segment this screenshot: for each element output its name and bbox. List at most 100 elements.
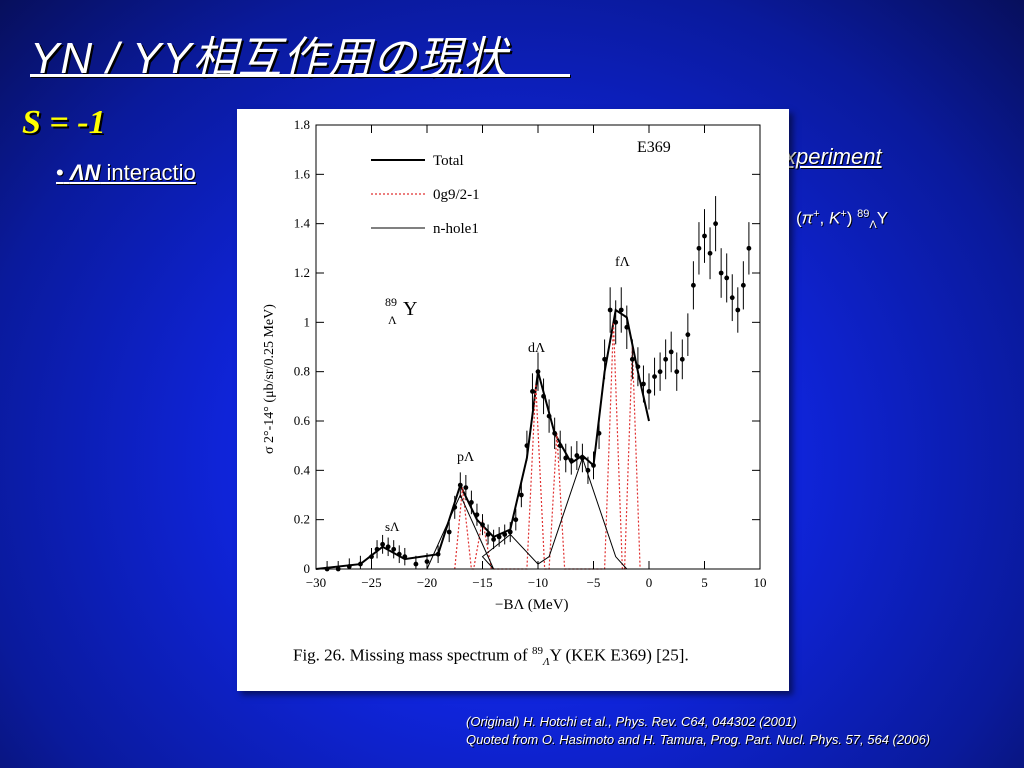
data-point — [707, 250, 713, 256]
data-point — [446, 529, 452, 535]
bullet-symbol: ΛN — [69, 160, 101, 185]
data-point — [396, 551, 402, 557]
x-tick-label: 5 — [701, 575, 708, 590]
data-point — [452, 504, 458, 510]
legend-label-total: Total — [433, 153, 464, 169]
data-point — [369, 554, 374, 560]
reaction-close: ) — [846, 208, 858, 228]
data-point — [546, 413, 552, 419]
plot-frame — [315, 124, 761, 570]
data-point — [641, 381, 646, 387]
nucleus-mass: 89 — [385, 295, 397, 309]
data-point — [518, 492, 524, 498]
data-point — [740, 282, 746, 288]
data-point — [646, 389, 652, 394]
peak-label-d: dΛ — [528, 341, 546, 356]
data-point — [585, 467, 591, 473]
reaction-label: (π+, K+) 89ΛY — [796, 208, 888, 231]
data-point — [591, 463, 596, 468]
x-tick-label: −10 — [528, 575, 548, 590]
data-point — [696, 245, 702, 251]
data-point — [685, 332, 691, 338]
legend-label-0g: 0g9/2-1 — [433, 187, 480, 203]
data-point — [691, 282, 696, 288]
references: (Original) H. Hotchi et al., Phys. Rev. … — [466, 713, 930, 749]
reaction-plus2: + — [840, 208, 847, 220]
data-point — [668, 349, 674, 355]
data-point — [374, 546, 380, 552]
x-tick-label: −15 — [472, 575, 492, 590]
data-point — [524, 443, 530, 449]
data-point — [607, 307, 613, 313]
y-tick-label: 0.6 — [294, 413, 311, 428]
data-point — [618, 307, 624, 313]
data-point — [729, 295, 735, 301]
data-point — [463, 485, 469, 490]
data-point — [657, 369, 663, 375]
reaction-lambda: Λ — [869, 219, 877, 232]
data-point — [502, 532, 508, 537]
y-tick-label: 1.2 — [294, 265, 310, 280]
data-point — [346, 564, 352, 569]
reference-quoted: Quoted from O. Hasimoto and H. Tamura, P… — [466, 732, 931, 747]
data-point — [469, 500, 474, 505]
data-point — [530, 389, 535, 394]
reaction-k: K — [828, 208, 841, 228]
y-tick-label: 1.8 — [294, 117, 310, 132]
legend: Total 0g9/2-1 n-hole1 — [371, 153, 480, 237]
nucleus-label: 89 Y Λ — [385, 295, 417, 327]
data-point — [574, 453, 580, 458]
legend-label-nhole: n-hole1 — [433, 221, 479, 237]
data-point — [413, 561, 419, 567]
y-tick-label: 1.6 — [294, 166, 311, 181]
data-point — [724, 275, 730, 281]
x-axis-label: −BΛ (MeV) — [495, 597, 569, 613]
x-tick-label: −25 — [361, 575, 381, 590]
data-point — [702, 233, 707, 239]
data-point — [613, 319, 619, 325]
figure-caption: Fig. 26. Missing mass spectrum of 89ΛY (… — [293, 645, 689, 668]
x-tick-label: −30 — [306, 575, 326, 590]
reaction-plus1: + — [813, 208, 820, 220]
data-point — [746, 245, 752, 251]
y-tick-label: 0.4 — [294, 462, 311, 477]
x-tick-label: −20 — [417, 575, 437, 590]
data-point — [624, 324, 630, 330]
data-point — [602, 356, 607, 362]
caption-mass: 89 — [531, 645, 543, 657]
data-point — [496, 534, 502, 540]
reaction-mass: 89 — [857, 208, 870, 220]
reaction-comma: , — [819, 208, 829, 228]
peak-label-p: pΛ — [457, 450, 475, 465]
x-tick-label: 0 — [646, 575, 653, 590]
data-point — [580, 455, 585, 461]
data-point — [541, 393, 546, 399]
data-point — [596, 430, 602, 436]
bullet-item: • ΛN interactio — [56, 160, 196, 186]
data-point — [358, 561, 363, 567]
caption-prefix: Fig. 26. Missing mass spectrum of — [293, 645, 528, 665]
x-tick-label: −5 — [587, 575, 601, 590]
y-tick-label: 0 — [304, 561, 311, 576]
y-tick-label: 1.4 — [294, 216, 311, 231]
data-point — [552, 430, 558, 436]
bullet-text: interactio — [106, 160, 196, 185]
title-underline — [30, 74, 570, 77]
spectrum-chart: −30 −25 −20 −15 −10 −5 0 5 10 0 0.2 0.4 0.6 0.8 1 1.2 1.… — [262, 117, 767, 613]
data-point — [474, 512, 480, 518]
nucleus-element: Y — [403, 298, 417, 320]
data-point — [563, 455, 569, 461]
data-point — [391, 546, 397, 552]
data-point — [635, 364, 641, 370]
y-axis-label: σ 2°-14° (μb/sr/0.25 MeV) — [262, 304, 277, 454]
data-point — [385, 544, 391, 550]
series-line-nhole — [426, 456, 628, 570]
y-tick-label: 1 — [304, 314, 311, 329]
data-point — [485, 532, 491, 537]
spectrum-figure: −30 −25 −20 −15 −10 −5 0 5 10 0 0.2 0.4 0.6 0.8 1 1.2 1.… — [237, 109, 789, 691]
caption-suffix: Y (KEK E369) [25]. — [549, 645, 689, 665]
data-point — [380, 541, 385, 547]
data-point — [491, 537, 496, 542]
data-point — [713, 221, 718, 227]
reaction-pi: π — [801, 208, 814, 228]
